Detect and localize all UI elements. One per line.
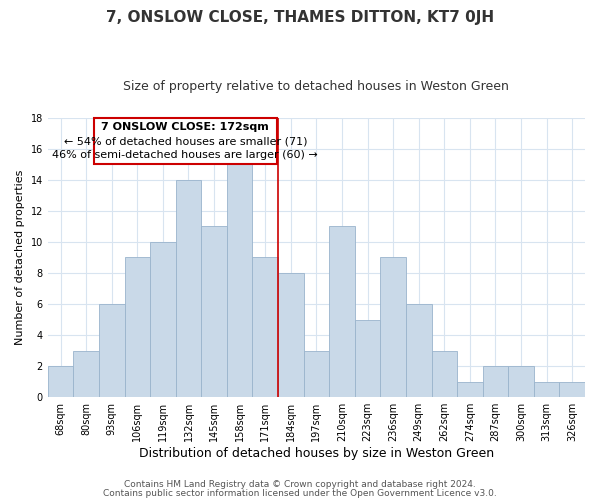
Bar (201, 226, 227, 397)
Text: 7, ONSLOW CLOSE, THAMES DITTON, KT7 0JH: 7, ONSLOW CLOSE, THAMES DITTON, KT7 0JH (106, 10, 494, 25)
Bar (329, 226, 355, 397)
Bar (125, 258, 150, 397)
Text: 7 ONSLOW CLOSE: 172sqm: 7 ONSLOW CLOSE: 172sqm (101, 122, 269, 132)
Bar (559, 382, 585, 397)
Text: Contains HM Land Registry data © Crown copyright and database right 2024.: Contains HM Land Registry data © Crown c… (124, 480, 476, 489)
Bar (99, 304, 125, 397)
X-axis label: Distribution of detached houses by size in Weston Green: Distribution of detached houses by size … (139, 447, 494, 460)
Text: Contains public sector information licensed under the Open Government Licence v3: Contains public sector information licen… (103, 488, 497, 498)
Y-axis label: Number of detached properties: Number of detached properties (15, 170, 25, 345)
Bar (48, 366, 73, 397)
Bar (227, 164, 253, 397)
FancyBboxPatch shape (94, 118, 277, 164)
Title: Size of property relative to detached houses in Weston Green: Size of property relative to detached ho… (124, 80, 509, 93)
Bar (431, 350, 457, 397)
Bar (380, 258, 406, 397)
Bar (482, 366, 508, 397)
Bar (457, 382, 482, 397)
Bar (534, 382, 559, 397)
Bar (355, 320, 380, 397)
Text: 46% of semi-detached houses are larger (60) →: 46% of semi-detached houses are larger (… (52, 150, 318, 160)
Bar (253, 258, 278, 397)
Bar (176, 180, 201, 397)
Bar (508, 366, 534, 397)
Bar (278, 273, 304, 397)
Text: ← 54% of detached houses are smaller (71): ← 54% of detached houses are smaller (71… (64, 136, 307, 146)
Bar (73, 350, 99, 397)
Bar (304, 350, 329, 397)
Bar (150, 242, 176, 397)
Bar (406, 304, 431, 397)
